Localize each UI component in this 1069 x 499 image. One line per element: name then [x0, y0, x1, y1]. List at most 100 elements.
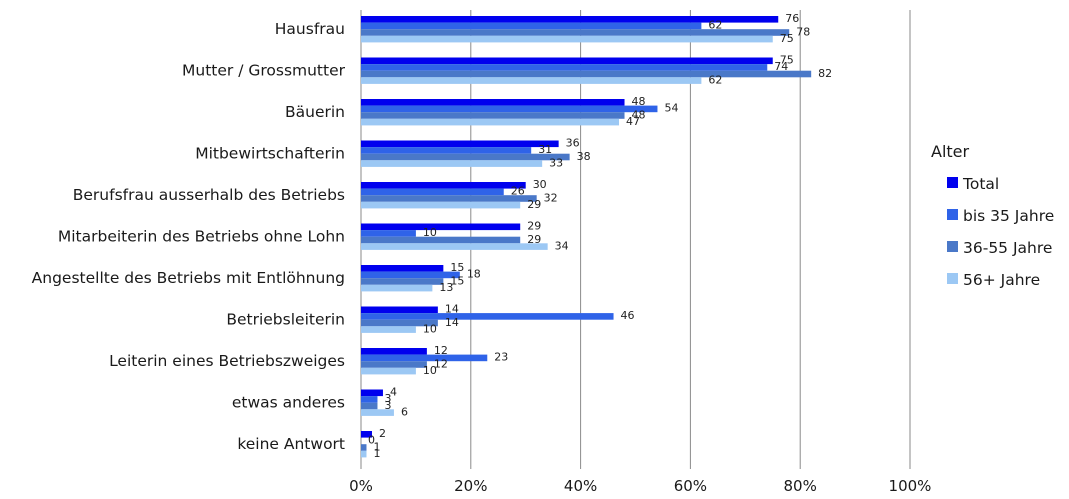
legend-swatch: [947, 209, 958, 220]
legend-label: Total: [962, 175, 999, 193]
x-tick-label: 20%: [454, 477, 487, 495]
data-label: 26: [511, 185, 525, 198]
category-label: Mitarbeiterin des Betriebs ohne Lohn: [58, 228, 345, 246]
data-label: 10: [423, 226, 437, 239]
data-label: 46: [621, 309, 635, 322]
bar-3: [361, 450, 367, 458]
category-label: Bäuerin: [285, 103, 345, 121]
data-label: 29: [527, 220, 541, 233]
data-label: 3: [384, 392, 391, 405]
bar-0: [361, 431, 372, 438]
bar-3: [361, 77, 702, 84]
bar-1: [361, 22, 702, 30]
data-label: 75: [780, 54, 794, 67]
data-label: 18: [467, 268, 481, 281]
data-label: 12: [434, 357, 448, 370]
category-label: keine Antwort: [237, 435, 345, 453]
data-label: 3: [384, 399, 391, 412]
bar-0: [361, 389, 383, 397]
bar-0: [361, 16, 779, 23]
data-label: 14: [445, 316, 459, 329]
bar-1: [361, 396, 378, 403]
data-label: 48: [632, 95, 646, 108]
data-label: 2: [379, 427, 386, 440]
bar-3: [361, 201, 521, 209]
data-label: 74: [774, 60, 788, 73]
bar-0: [361, 265, 444, 272]
bar-2: [361, 236, 521, 244]
data-label: 1: [373, 440, 380, 453]
bar-3: [361, 409, 394, 416]
bar-1: [361, 313, 614, 320]
bar-3: [361, 367, 416, 375]
bar-1: [361, 105, 658, 113]
bar-0: [361, 99, 625, 106]
bar-1: [361, 147, 532, 154]
category-label: Mutter / Grossmutter: [182, 62, 346, 80]
legend-swatch: [947, 177, 958, 188]
bar-2: [361, 70, 812, 78]
bar-1: [361, 188, 504, 196]
bar-1: [361, 354, 488, 362]
bar-3: [361, 35, 773, 43]
data-label: 13: [439, 281, 453, 294]
category-label: Leiterin eines Betriebszweiges: [109, 352, 345, 370]
bar-1: [361, 230, 416, 237]
data-label: 38: [577, 150, 591, 163]
bar-0: [361, 182, 526, 189]
category-label: Hausfrau: [275, 20, 345, 38]
data-label: 29: [527, 233, 541, 246]
bar-3: [361, 243, 548, 250]
data-label: 10: [423, 364, 437, 377]
bar-2: [361, 444, 367, 451]
bar-2: [361, 29, 790, 36]
legend-label: bis 35 Jahre: [963, 207, 1054, 225]
data-label: 14: [445, 303, 459, 316]
data-label: 47: [626, 115, 640, 128]
legend-swatch: [947, 273, 958, 284]
data-label: 4: [390, 386, 397, 399]
data-label: 15: [450, 274, 464, 287]
data-label: 32: [544, 191, 558, 204]
bar-2: [361, 112, 625, 119]
data-label: 75: [780, 32, 794, 45]
data-label: 1: [373, 447, 380, 460]
bar-2: [361, 153, 570, 161]
data-label: 48: [632, 108, 646, 121]
bar-1: [361, 271, 460, 279]
bar-0: [361, 306, 438, 314]
category-label: Angestellte des Betriebs mit Entlöhnung: [32, 269, 345, 287]
bar-3: [361, 160, 543, 167]
data-label: 31: [538, 143, 552, 156]
bar-2: [361, 278, 444, 285]
category-label: Berufsfrau ausserhalb des Betriebs: [73, 186, 345, 204]
data-label: 76: [785, 12, 799, 25]
data-label: 33: [549, 156, 563, 169]
data-label: 6: [401, 405, 408, 418]
bar-2: [361, 402, 378, 410]
x-tick-label: 0%: [349, 477, 373, 495]
bar-2: [361, 319, 438, 327]
legend-swatch: [947, 241, 958, 252]
data-label: 0: [368, 434, 375, 447]
data-label: 62: [708, 73, 722, 86]
category-label: etwas anderes: [232, 394, 345, 412]
data-label: 82: [818, 67, 832, 80]
x-tick-label: 100%: [889, 477, 932, 495]
data-label: 30: [533, 178, 547, 191]
bar-0: [361, 140, 559, 148]
legend-label: 56+ Jahre: [963, 271, 1040, 289]
bar-2: [361, 195, 537, 202]
data-label: 36: [566, 137, 580, 150]
bar-3: [361, 326, 416, 333]
bar-0: [361, 348, 427, 355]
legend-title: Alter: [931, 142, 970, 161]
data-label: 62: [708, 19, 722, 32]
data-label: 12: [434, 344, 448, 357]
bar-3: [361, 118, 620, 126]
bar-3: [361, 284, 433, 292]
category-label: Mitbewirtschafterin: [195, 145, 345, 163]
x-tick-label: 60%: [674, 477, 707, 495]
